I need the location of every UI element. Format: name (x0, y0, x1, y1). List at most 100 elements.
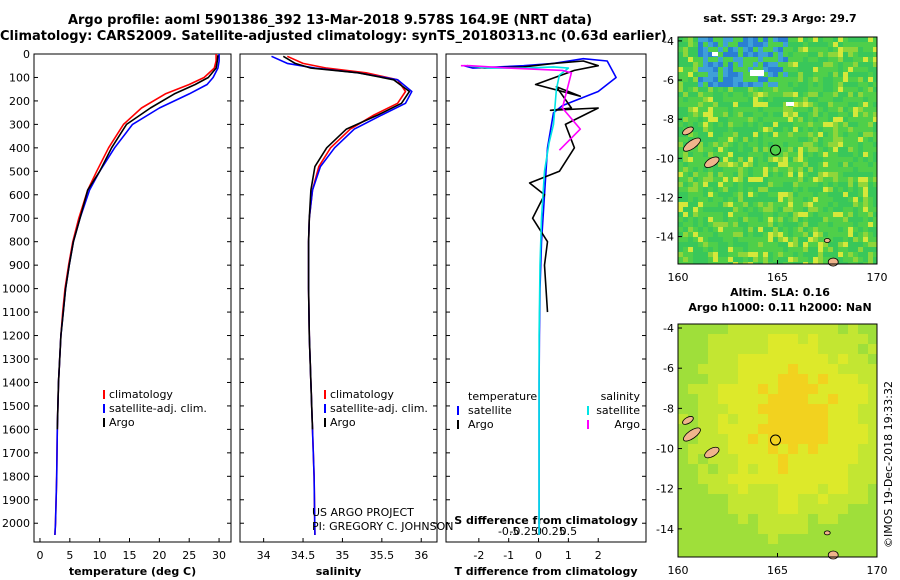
sla-map-cell (728, 554, 738, 557)
sst-map-cell (713, 112, 718, 117)
sst-map-cell (713, 207, 718, 212)
temperature-legend-label: climatology (109, 388, 173, 401)
sst-map-cell (828, 92, 833, 97)
sla-map-cell (778, 334, 788, 344)
sst-map-cell (758, 137, 763, 142)
sst-map-cell (863, 242, 868, 247)
sst-map-cell (818, 242, 823, 247)
sla-map-cell (708, 384, 718, 394)
island-shape (823, 530, 831, 536)
sst-map-cell (708, 257, 713, 262)
sst-map-cell (683, 117, 688, 122)
sst-map-cell (783, 237, 788, 242)
sst-map-argo-marker (770, 144, 782, 156)
sst-map-cell (828, 87, 833, 92)
sst-map-cell (718, 152, 723, 157)
sst-map-cell (843, 227, 848, 232)
sst-map-cell (683, 52, 688, 57)
depth-tick-label: 100 (9, 71, 30, 84)
sst-map-cell (678, 232, 683, 237)
sst-map-cell (803, 242, 808, 247)
sst-map-cell (718, 72, 723, 77)
sla-map-cell (698, 464, 708, 474)
sst-map-cell (688, 217, 693, 222)
sst-map-cell (758, 87, 763, 92)
sst-map-cell (843, 202, 848, 207)
sst-map-cell (773, 52, 778, 57)
sst-map-cell (793, 217, 798, 222)
sst-map-cell (838, 212, 843, 217)
sst-map-cell (868, 252, 873, 257)
sst-map-cell (728, 177, 733, 182)
sst-map-cell (813, 67, 818, 72)
sst-map-cell (688, 247, 693, 252)
sla-map-cell (808, 534, 818, 544)
sla-map-cell (708, 434, 718, 444)
sst-map-cell (858, 137, 863, 142)
sst-map-cell (713, 232, 718, 237)
sst-map-cell (683, 67, 688, 72)
sst-map-cell (768, 67, 773, 72)
sst-map-cell (808, 167, 813, 172)
sst-map-cell (838, 52, 843, 57)
sst-map-cell (708, 227, 713, 232)
sst-map-cell (683, 42, 688, 47)
sst-map-cell (688, 107, 693, 112)
sst-map-cell (778, 47, 783, 52)
sst-map-cell (728, 197, 733, 202)
sst-map-cell (838, 202, 843, 207)
sst-map-cell (683, 232, 688, 237)
sla-map-cell (748, 504, 758, 514)
sst-map-cell (838, 147, 843, 152)
sst-map-cell (793, 227, 798, 232)
sst-map-cell (768, 97, 773, 102)
sst-map-cell (833, 42, 838, 47)
sst-map-cell (793, 92, 798, 97)
sst-map-cell (708, 212, 713, 217)
sst-map-cell (798, 222, 803, 227)
sst-map-cell (688, 132, 693, 137)
sst-map-cell (868, 217, 873, 222)
sst-map-cell (868, 147, 873, 152)
sst-map-cell (688, 167, 693, 172)
sst-map-cell (763, 257, 768, 262)
sst-map-cell (833, 147, 838, 152)
sst-map-cell (728, 227, 733, 232)
sst-map-cell (693, 222, 698, 227)
sst-map-cell (853, 77, 858, 82)
sst-map-cell (793, 167, 798, 172)
sst-map-cell (783, 252, 788, 257)
sst-map-cell (808, 242, 813, 247)
sst-map-cell (748, 152, 753, 157)
sla-map-cell (678, 404, 688, 414)
sst-map-cell (763, 87, 768, 92)
sst-map-cell (708, 262, 713, 264)
sla-map-cell (708, 404, 718, 414)
sst-map-cell (763, 167, 768, 172)
sst-map-cell (803, 42, 808, 47)
sst-map-cell (683, 192, 688, 197)
sst-map-cell (773, 192, 778, 197)
sst-map-cell (708, 57, 713, 62)
sst-map-cell (738, 72, 743, 77)
sla-map-cell (678, 524, 688, 534)
sst-map-cell (773, 252, 778, 257)
sst-map-cell (783, 202, 788, 207)
sst-map-cell (828, 177, 833, 182)
sst-map-cell (738, 217, 743, 222)
sst-map-cell (838, 107, 843, 112)
sst-map-cell (778, 177, 783, 182)
sst-map-cell (808, 132, 813, 137)
sla-map-cell (858, 524, 868, 534)
sst-map-cell (848, 232, 853, 237)
sst-map-cell (793, 62, 798, 67)
sst-map-cell (858, 217, 863, 222)
sst-map-cell (773, 182, 778, 187)
sst-map-cell (813, 117, 818, 122)
sla-map-cell (708, 534, 718, 544)
sst-map-cell (688, 37, 693, 42)
salinity-xtick-label: 36 (414, 549, 428, 562)
sla-map-cell (748, 554, 758, 557)
sst-map-cell (768, 257, 773, 262)
sst-map-cell (733, 147, 738, 152)
